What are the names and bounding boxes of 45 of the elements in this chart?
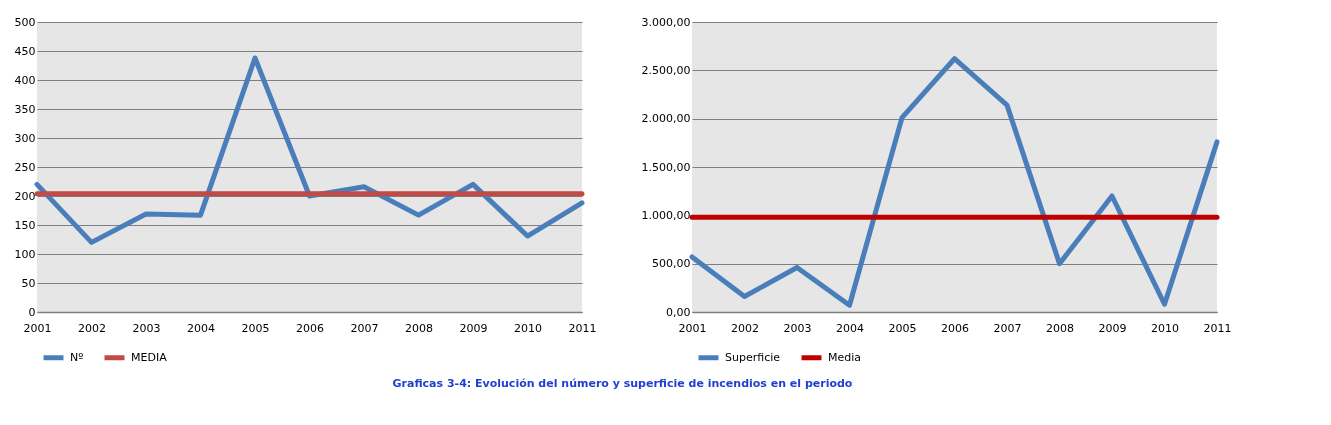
x-tick-label: 2007 [993, 321, 1022, 335]
y-tick-label: 400 [14, 73, 36, 87]
y-tick-label: 1.500,00 [641, 160, 691, 174]
y-tick-label: 3.000,00 [641, 15, 691, 29]
x-tick-label: 2001 [23, 321, 52, 335]
x-tick-label: 2006 [296, 321, 324, 335]
text: Graficas 3-4: Evolución del número y superficie de incendios en el periodo [392, 377, 853, 390]
y-tick-label: 50 [21, 276, 36, 290]
x-tick-label: 2009 [459, 321, 488, 335]
y-tick-label: 300 [14, 131, 36, 145]
y-tick-label: 150 [14, 218, 36, 232]
x-tick-label: 2011 [568, 321, 597, 335]
x-tick-label: 2011 [1203, 321, 1232, 335]
y-tick-label: 200 [14, 189, 36, 203]
x-tick-label: 2004 [836, 321, 864, 335]
legend-label: Nº [70, 350, 84, 364]
x-tick-label: 2003 [783, 321, 812, 335]
y-tick-label: 0,00 [666, 305, 691, 319]
y-tick-label: 250 [14, 160, 36, 174]
x-tick-label: 2003 [132, 321, 161, 335]
x-tick-label: 2008 [405, 321, 433, 335]
x-tick-label: 2002 [78, 321, 106, 335]
legend-label: MEDIA [131, 350, 168, 364]
x-tick-label: 2001 [678, 321, 707, 335]
y-tick-label: 350 [14, 102, 36, 116]
x-tick-label: 2009 [1098, 321, 1127, 335]
y-tick-label: 500,00 [652, 257, 691, 271]
x-tick-label: 2002 [731, 321, 759, 335]
y-tick-label: 450 [14, 44, 36, 58]
x-tick-label: 2006 [941, 321, 969, 335]
y-tick-label: 2.500,00 [641, 63, 691, 77]
x-tick-label: 2010 [514, 321, 542, 335]
x-tick-label: 2005 [241, 321, 270, 335]
legend-label: Superficie [725, 350, 781, 364]
x-tick-label: 2007 [350, 321, 379, 335]
legend-label: Media [828, 350, 862, 364]
x-tick-label: 2010 [1151, 321, 1179, 335]
y-tick-label: 2.000,00 [641, 112, 691, 126]
x-tick-label: 2004 [187, 321, 215, 335]
x-tick-label: 2005 [888, 321, 917, 335]
y-tick-label: 100 [14, 247, 36, 261]
y-tick-label: 500 [14, 15, 36, 29]
y-tick-label: 1.000,00 [641, 208, 691, 222]
y-tick-label: 0 [28, 305, 36, 319]
x-tick-label: 2008 [1046, 321, 1074, 335]
